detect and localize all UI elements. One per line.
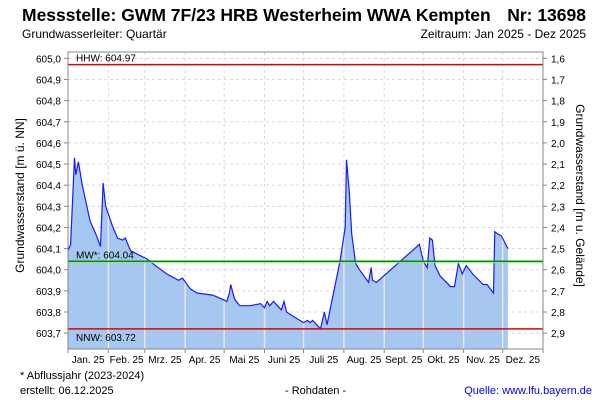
y-tick-label-left: 604,9 xyxy=(36,75,61,86)
y-tick-label-right: 2,1 xyxy=(551,160,565,171)
x-tick-label-month: Feb. 25 xyxy=(110,355,144,366)
y-tick-label-left: 604,3 xyxy=(36,202,61,213)
x-tick-label-month: Sept. 25 xyxy=(385,355,423,366)
y-tick-label-left: 604,0 xyxy=(36,266,61,277)
footnote-abflussjahr: * Abflussjahr (2023-2024) xyxy=(20,370,145,382)
period-label: Zeitraum: Jan 2025 - Dez 2025 xyxy=(420,27,586,41)
y-tick-label-left: 604,6 xyxy=(36,139,61,150)
y-tick-label-right: 1,9 xyxy=(551,118,565,129)
series-area-fill xyxy=(68,157,508,349)
y-tick-label-left: 603,8 xyxy=(36,308,61,319)
y-tick-label-right: 2,5 xyxy=(551,245,565,256)
y-tick-label-left: 603,9 xyxy=(36,287,61,298)
x-tick-label-month: Aug. 25 xyxy=(347,355,382,366)
reference-label-mw: MW*: 604.04 xyxy=(76,250,134,261)
x-tick-label-month: Mrz. 25 xyxy=(148,355,182,366)
y-tick-label-right: 2,8 xyxy=(551,308,565,319)
y-tick-label-right: 1,7 xyxy=(551,75,565,86)
aquifer-label: Grundwasserleiter: Quartär xyxy=(22,27,167,41)
plot-frame xyxy=(67,51,544,350)
x-tick-label-month: Juni 25 xyxy=(268,355,301,366)
y-tick-label-right: 2,2 xyxy=(551,181,565,192)
y-axis-title-left: Grundwasserstand [m ü. NN] xyxy=(13,118,27,273)
series-line xyxy=(67,157,509,331)
y-tick-label-left: 605,0 xyxy=(36,54,61,65)
x-tick-label-month: Okt. 25 xyxy=(427,355,460,366)
created-date: erstellt: 06.12.2025 xyxy=(20,385,114,397)
y-tick-label-left: 604,1 xyxy=(36,245,61,256)
x-tick-label-month: Apr. 25 xyxy=(189,355,221,366)
y-axis-title-right: Grundwasserstand [m u. Gelände] xyxy=(573,104,587,287)
reference-label-hhw: HHW: 604.97 xyxy=(76,54,136,65)
raw-data-label: - Rohdaten - xyxy=(285,385,347,397)
y-tick-label-left: 604,8 xyxy=(36,97,61,108)
y-tick-label-right: 2,9 xyxy=(551,329,565,340)
y-tick-label-left: 604,7 xyxy=(36,118,61,129)
y-tick-label-right: 1,6 xyxy=(551,54,565,65)
x-tick-label-month: Nov. 25 xyxy=(466,355,500,366)
y-tick-label-right: 2,6 xyxy=(551,266,565,277)
x-tick-label-month: Jan. 25 xyxy=(72,355,105,366)
station-title: Messstelle: GWM 7F/23 HRB Westerheim WWA… xyxy=(22,5,491,25)
x-tick-label-month: Juli 25 xyxy=(309,355,338,366)
x-tick-label-month: Dez. 25 xyxy=(506,355,541,366)
y-tick-label-right: 1,8 xyxy=(551,97,565,108)
y-tick-label-left: 604,5 xyxy=(36,160,61,171)
reference-label-nnw: NNW: 603.72 xyxy=(76,333,136,344)
y-tick-label-left: 604,2 xyxy=(36,223,61,234)
x-tick-label-month: Mai 25 xyxy=(229,355,259,366)
source-link[interactable]: Quelle: www.lfu.bayern.de xyxy=(464,385,592,397)
y-tick-label-left: 603,7 xyxy=(36,329,61,340)
y-tick-label-right: 2,7 xyxy=(551,287,565,298)
y-tick-label-right: 2,3 xyxy=(551,202,565,213)
y-tick-label-right: 2,0 xyxy=(551,139,565,150)
y-tick-label-left: 604,4 xyxy=(36,181,61,192)
y-tick-label-right: 2,4 xyxy=(551,223,565,234)
station-number: Nr: 13698 xyxy=(507,5,586,25)
